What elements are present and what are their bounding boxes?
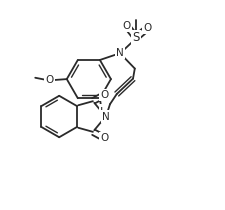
Text: O: O bbox=[144, 23, 152, 33]
Text: I: I bbox=[100, 106, 103, 119]
Text: O: O bbox=[45, 75, 53, 85]
Text: O: O bbox=[100, 90, 108, 100]
Text: S: S bbox=[133, 32, 140, 44]
Text: O: O bbox=[100, 133, 108, 143]
Text: N: N bbox=[116, 48, 124, 58]
Text: N: N bbox=[102, 112, 110, 122]
Text: O: O bbox=[122, 21, 130, 31]
